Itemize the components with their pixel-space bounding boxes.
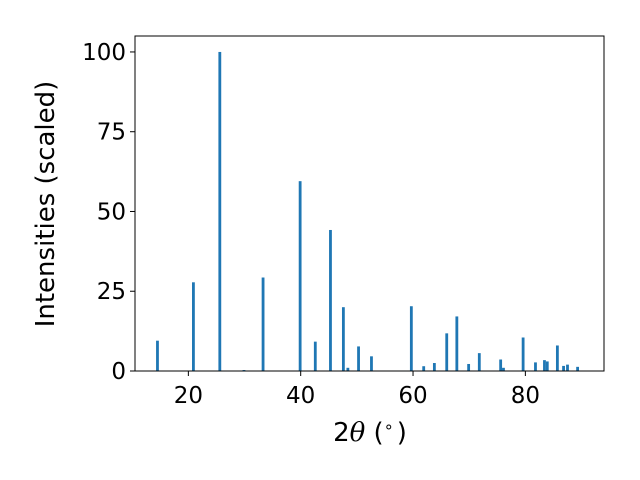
bar bbox=[477, 353, 481, 371]
y-axis-label: Intensities (scaled) bbox=[31, 81, 61, 328]
x-tick-label: 20 bbox=[174, 383, 203, 409]
x-axis-label-close: ) bbox=[397, 418, 407, 448]
bar bbox=[346, 367, 350, 371]
x-axis-label-prefix: 2 bbox=[333, 418, 350, 448]
bar bbox=[156, 340, 159, 371]
x-axis-label-theta: θ bbox=[350, 418, 366, 448]
bar-series bbox=[156, 51, 580, 371]
bar bbox=[192, 282, 195, 371]
x-axis-label: 2θ (∘) bbox=[333, 417, 407, 448]
bar bbox=[455, 316, 459, 371]
bar bbox=[467, 363, 471, 371]
bar bbox=[566, 364, 569, 371]
bar bbox=[357, 346, 360, 371]
bar bbox=[341, 307, 345, 371]
x-axis-label-degree: ∘ bbox=[384, 417, 394, 436]
bar bbox=[370, 356, 373, 371]
x-axis-ticks: 20 40 60 80 bbox=[174, 371, 540, 409]
y-tick-label: 100 bbox=[82, 40, 126, 66]
x-tick-label: 80 bbox=[511, 383, 540, 409]
bar bbox=[432, 363, 436, 371]
bar bbox=[313, 341, 317, 371]
bar bbox=[218, 51, 222, 371]
y-axis-ticks: 0 25 50 75 100 bbox=[82, 40, 135, 385]
bar bbox=[555, 345, 559, 371]
bar bbox=[445, 333, 449, 371]
bar bbox=[502, 367, 505, 371]
bar bbox=[534, 362, 537, 371]
x-tick-label: 60 bbox=[398, 383, 427, 409]
bar bbox=[545, 361, 549, 371]
bar bbox=[329, 229, 332, 371]
y-tick-label: 0 bbox=[111, 359, 126, 385]
bar bbox=[543, 360, 546, 371]
plot-frame bbox=[134, 35, 605, 372]
bar bbox=[261, 277, 265, 371]
bar bbox=[562, 365, 565, 371]
bar bbox=[499, 359, 503, 371]
bar bbox=[298, 181, 302, 371]
y-tick-label: 75 bbox=[97, 120, 126, 146]
bar bbox=[409, 306, 413, 371]
bar bbox=[576, 366, 580, 371]
y-tick-label: 25 bbox=[97, 279, 126, 305]
bar bbox=[521, 337, 525, 371]
x-axis-label-open: ( bbox=[365, 418, 383, 448]
x-tick-label: 40 bbox=[286, 383, 315, 409]
y-tick-label: 50 bbox=[97, 199, 126, 225]
bar bbox=[422, 366, 426, 371]
